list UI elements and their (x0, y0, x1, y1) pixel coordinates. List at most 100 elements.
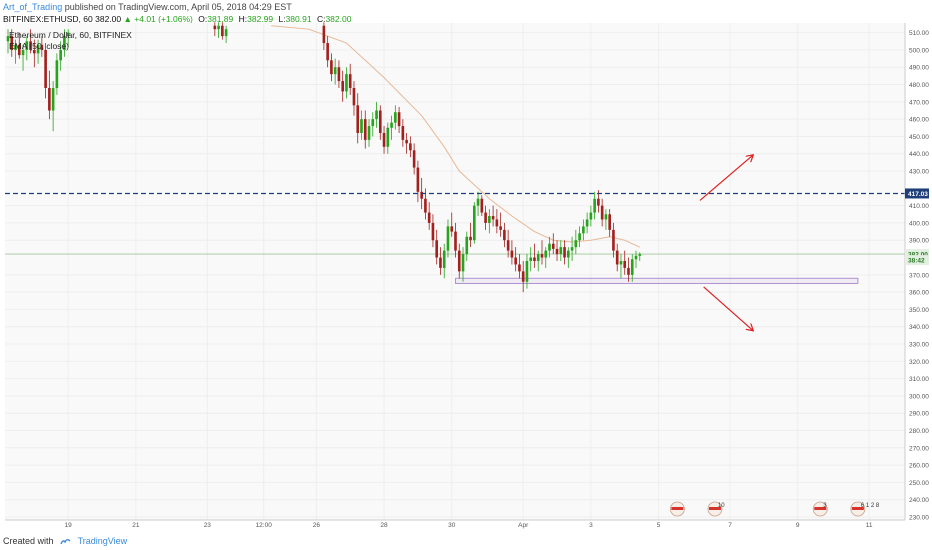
candle (555, 240, 559, 261)
candle-body (514, 257, 517, 265)
candle (330, 53, 333, 82)
candle-body (221, 25, 224, 37)
candle-body (427, 212, 431, 223)
candle-body (582, 226, 585, 234)
price-tick-label: 290.00 (909, 411, 929, 418)
legend-title: Ethereum / Dollar, 60, BITFINEX (9, 30, 132, 40)
price-axis[interactable]: 510.00 500.00 490.00 480.00 470.00 460.00 450.… (904, 23, 929, 522)
candle (563, 240, 566, 265)
candle (221, 22, 224, 40)
candle (638, 252, 642, 261)
candle (382, 126, 386, 154)
arrow-up-icon[interactable] (699, 155, 753, 201)
candle-body (363, 119, 367, 140)
price-tick-label: 280.00 (909, 428, 929, 435)
price-tick-label: 490.00 (909, 65, 929, 72)
candle-body (382, 132, 386, 147)
event-marker[interactable]: 10 (707, 501, 725, 517)
candle (503, 222, 506, 248)
candle-body (48, 88, 51, 111)
candle (10, 29, 14, 57)
candle-body (356, 105, 360, 133)
event-marker-label: 6 1 2 8 (861, 503, 880, 509)
candle-body (638, 254, 642, 256)
candle (378, 105, 382, 140)
candle (59, 41, 62, 71)
event-marker[interactable]: 6 1 2 8 (850, 501, 880, 517)
time-tick-label: 19 (65, 522, 73, 529)
tradingview-brand[interactable]: TradingView (77, 536, 128, 546)
candle (390, 115, 393, 140)
candle-body (619, 260, 623, 265)
candle (427, 202, 431, 230)
event-markers[interactable]: 10 3 6 1 2 8 (669, 501, 880, 517)
candle-body (375, 110, 378, 120)
price-tick-label: 390.00 (909, 238, 929, 245)
high-label: H: (238, 14, 248, 24)
candle-body (367, 126, 371, 140)
candle (604, 209, 608, 230)
price-tick-label: 450.00 (909, 134, 929, 141)
event-marker[interactable] (669, 501, 685, 517)
candle (566, 247, 570, 268)
candle (36, 39, 40, 64)
chart-pane[interactable] (5, 23, 905, 520)
candle (510, 240, 514, 265)
level-price-tag (905, 188, 929, 199)
candle-body (386, 127, 390, 147)
candle-body (585, 219, 589, 227)
event-marker-label: 3 (823, 503, 827, 509)
time-axis[interactable]: 19 21 23 12:00 26 28 30 Apr 3 5 7 9 11 (5, 519, 905, 529)
candle-body (446, 226, 450, 251)
candle (401, 119, 405, 147)
candle (33, 39, 36, 68)
candle (439, 247, 442, 275)
candle-body (634, 255, 638, 260)
candle-body (615, 250, 619, 265)
support-zone[interactable] (455, 277, 859, 284)
candle (582, 219, 585, 241)
author-link[interactable]: Art_of_Trading (3, 2, 63, 12)
level-price-label: 417.03 (908, 191, 928, 198)
candle-body (484, 212, 487, 223)
candle-body (405, 139, 408, 144)
candle (551, 233, 555, 255)
candle (469, 222, 472, 248)
price-tick-label: 320.00 (909, 359, 929, 366)
timer-price-tag (905, 255, 929, 266)
candle (491, 205, 495, 227)
candle (431, 214, 435, 248)
price-tick-label: 230.00 (909, 515, 929, 522)
legend-ema: EMA (50, close) (9, 41, 69, 51)
candle-body (378, 110, 382, 133)
symbol-ohlc-line: BITFINEX:ETHUSD, 60 382.00 ▲ +4.01 (+1.0… (3, 14, 351, 24)
candle (529, 247, 533, 272)
candle (409, 136, 412, 158)
arrows[interactable] (699, 155, 753, 330)
price-tick-label: 510.00 (909, 30, 929, 37)
candle-body (597, 198, 600, 206)
candle-body (454, 231, 457, 251)
candle-body (461, 254, 465, 272)
time-tick-label: 30 (448, 522, 456, 529)
candle (634, 250, 638, 268)
candle-body (420, 191, 423, 199)
candle (412, 143, 416, 175)
candle-body (574, 240, 578, 248)
event-marker[interactable]: 3 (812, 501, 828, 517)
footer: Created with TradingView (3, 536, 127, 546)
candle (367, 119, 371, 147)
candle (363, 110, 367, 149)
candle-body (608, 214, 611, 230)
candle (51, 81, 55, 132)
support-zone-rect[interactable] (455, 277, 859, 284)
arrow-down-icon[interactable] (703, 286, 753, 330)
candle (465, 231, 469, 261)
candle (405, 132, 408, 154)
price-tick-label: 360.00 (909, 290, 929, 297)
candle-body (442, 250, 446, 268)
candle (495, 209, 499, 234)
candle (623, 250, 627, 275)
candle (394, 105, 397, 130)
